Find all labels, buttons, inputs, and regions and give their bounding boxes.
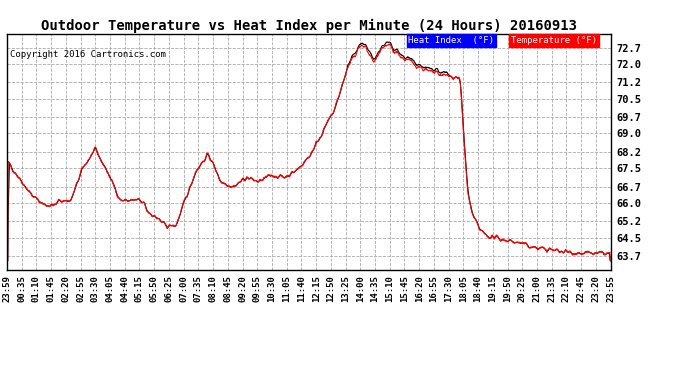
Text: Heat Index  (°F): Heat Index (°F) bbox=[408, 36, 495, 45]
Title: Outdoor Temperature vs Heat Index per Minute (24 Hours) 20160913: Outdoor Temperature vs Heat Index per Mi… bbox=[41, 18, 577, 33]
Text: Temperature (°F): Temperature (°F) bbox=[511, 36, 597, 45]
Text: Copyright 2016 Cartronics.com: Copyright 2016 Cartronics.com bbox=[10, 50, 166, 59]
